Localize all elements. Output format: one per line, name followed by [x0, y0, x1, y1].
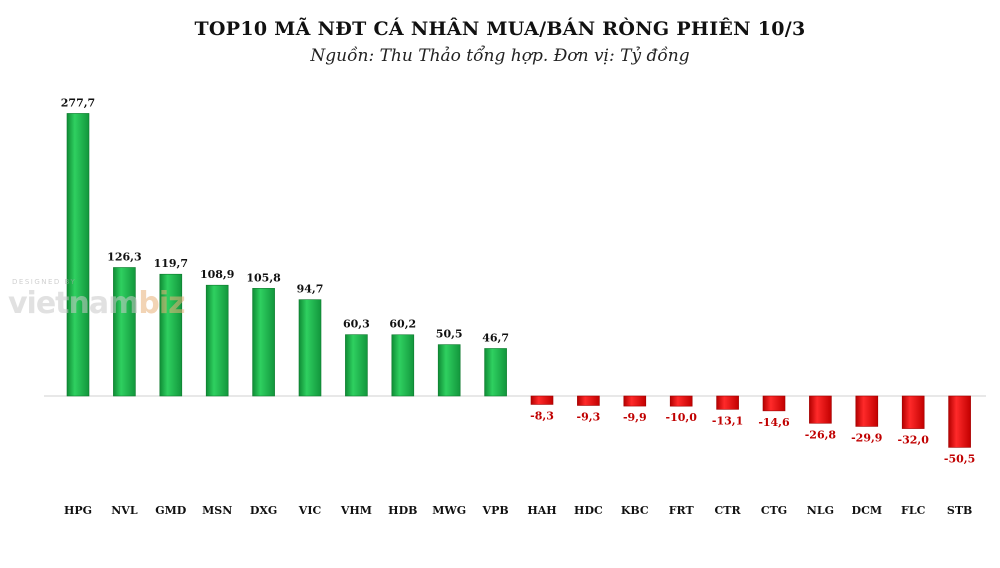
bar-msn [205, 284, 229, 397]
category-label-hdc: HDC [574, 504, 603, 517]
category-label-hpg: HPG [64, 504, 92, 517]
category-label-flc: FLC [901, 504, 926, 517]
bar-nlg [809, 395, 832, 424]
category-label-nlg: NLG [807, 504, 834, 517]
data-label-flc: -32,0 [898, 434, 930, 447]
bar-flc [901, 395, 925, 429]
bar-hah [530, 395, 554, 405]
data-label-mwg: 50,5 [436, 328, 463, 341]
data-label-dcm: -29,9 [851, 431, 882, 444]
data-label-hdb: 60,2 [389, 318, 416, 331]
category-label-vhm: VHM [340, 504, 372, 517]
category-label-ctg: CTG [761, 504, 787, 517]
bar-dxg [252, 288, 275, 397]
bar-ctg [762, 395, 786, 412]
bar-hdb [391, 334, 415, 397]
data-label-dxg: 105,8 [246, 271, 281, 284]
chart-title: TOP10 MÃ NĐT CÁ NHÂN MUA/BÁN RÒNG PHIÊN … [194, 18, 806, 40]
bar-vic [298, 299, 322, 397]
bar-frt [669, 395, 693, 407]
category-label-hah: HAH [527, 504, 556, 517]
data-label-vic: 94,7 [297, 283, 324, 296]
data-label-vpb: 46,7 [482, 331, 509, 344]
bar-gmd [159, 273, 183, 397]
data-label-frt: -10,0 [666, 411, 698, 424]
category-label-gmd: GMD [155, 504, 187, 517]
category-label-msn: MSN [202, 504, 232, 517]
data-label-hdc: -9,3 [577, 410, 601, 423]
data-label-gmd: 119,7 [154, 257, 188, 270]
data-label-ctr: -13,1 [712, 414, 743, 427]
bar-stb [948, 395, 971, 448]
category-label-nvl: NVL [111, 504, 138, 517]
category-label-dxg: DXG [250, 504, 277, 517]
chart-subtitle: Nguồn: Thu Thảo tổng hợp. Đơn vị: Tỷ đồn… [310, 46, 690, 66]
category-label-hdb: HDB [388, 504, 417, 517]
data-label-hpg: 277,7 [61, 96, 95, 109]
category-label-vpb: VPB [482, 504, 509, 517]
bar-dcm [855, 395, 879, 427]
category-label-stb: STB [947, 504, 972, 517]
category-label-ctr: CTR [715, 504, 742, 517]
bar-hdc [577, 395, 600, 406]
category-label-mwg: MWG [432, 504, 466, 517]
bar-mwg [437, 344, 461, 397]
data-label-kbc: -9,9 [623, 411, 647, 424]
category-label-dcm: DCM [852, 504, 882, 517]
bar-nvl [113, 267, 136, 397]
bar-vpb [484, 348, 507, 397]
category-label-vic: VIC [298, 504, 322, 517]
bar-ctr [716, 395, 739, 410]
bar-vhm [345, 334, 368, 397]
data-label-ctg: -14,6 [758, 416, 790, 429]
category-label-kbc: KBC [621, 504, 649, 517]
data-label-vhm: 60,3 [343, 318, 370, 331]
category-label-frt: FRT [669, 504, 695, 517]
data-label-msn: 108,9 [200, 268, 234, 281]
bar-hpg [66, 113, 90, 397]
data-label-hah: -8,3 [530, 409, 554, 422]
data-label-stb: -50,5 [944, 452, 975, 465]
bar-kbc [623, 395, 647, 407]
data-label-nlg: -26,8 [805, 428, 837, 441]
data-label-nvl: 126,3 [107, 250, 141, 263]
